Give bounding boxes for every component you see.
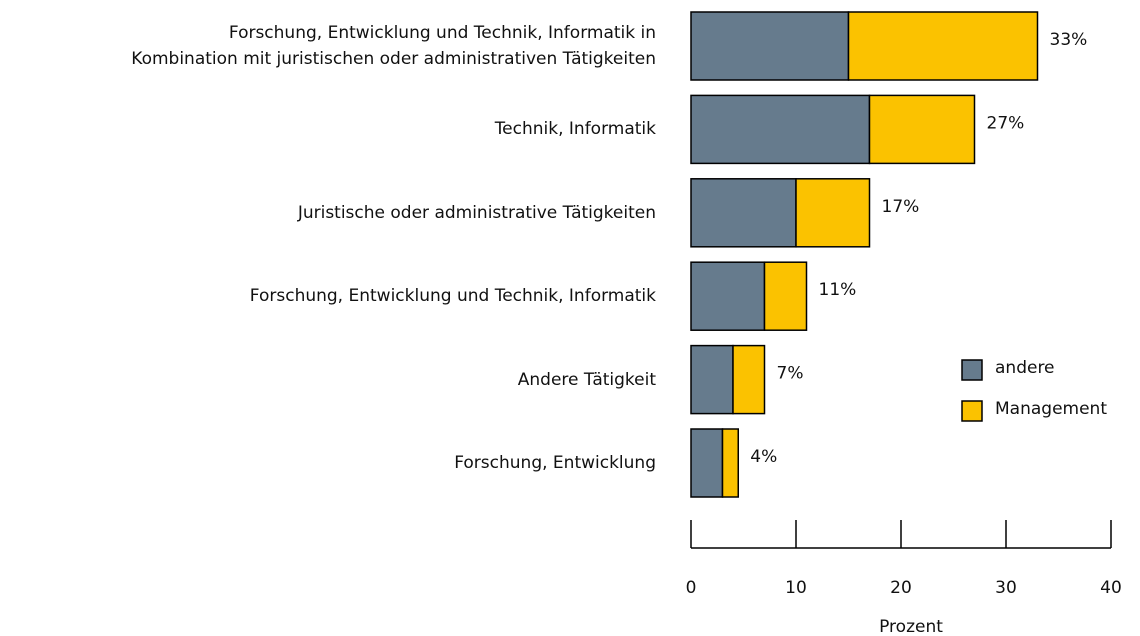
bar-segment [690, 178, 797, 248]
bar-segment [721, 428, 739, 498]
x-tick-label: 10 [785, 578, 807, 598]
total-label: 17% [882, 197, 920, 217]
bar-segment [690, 261, 766, 331]
bar-segment [847, 11, 1039, 81]
legend-swatch [961, 359, 983, 381]
bar-segment [690, 428, 724, 498]
category-label: Andere Tätigkeit [517, 369, 656, 390]
total-label: 27% [987, 113, 1025, 133]
legend-label: Management [995, 399, 1107, 419]
category-label: Juristische oder administrative Tätigkei… [297, 202, 656, 223]
total-label: 33% [1050, 30, 1088, 50]
bar-segment [763, 261, 808, 331]
total-label: 4% [750, 447, 777, 467]
x-tick-label: 0 [686, 578, 697, 598]
bar-segment [690, 94, 871, 165]
category-label: Forschung, Entwicklung [454, 453, 656, 473]
bar-segment [690, 344, 734, 415]
bar-segment [732, 344, 766, 415]
x-tick-label: 20 [890, 578, 912, 598]
bar-segment [690, 11, 850, 81]
x-tick-label: 40 [1100, 578, 1122, 598]
x-axis-label: Prozent [879, 617, 943, 636]
category-label: Technik, Informatik [494, 119, 656, 140]
category-label: Forschung, Entwicklung und Technik, Info… [131, 23, 656, 69]
total-label: 11% [819, 280, 857, 300]
bar-segment [868, 94, 976, 165]
legend-label: andere [995, 358, 1055, 378]
total-label: 7% [777, 364, 804, 384]
bar-segment [795, 178, 871, 248]
x-tick-label: 30 [995, 578, 1017, 598]
category-label: Forschung, Entwicklung und Technik, Info… [249, 286, 656, 307]
legend-swatch [961, 400, 983, 422]
